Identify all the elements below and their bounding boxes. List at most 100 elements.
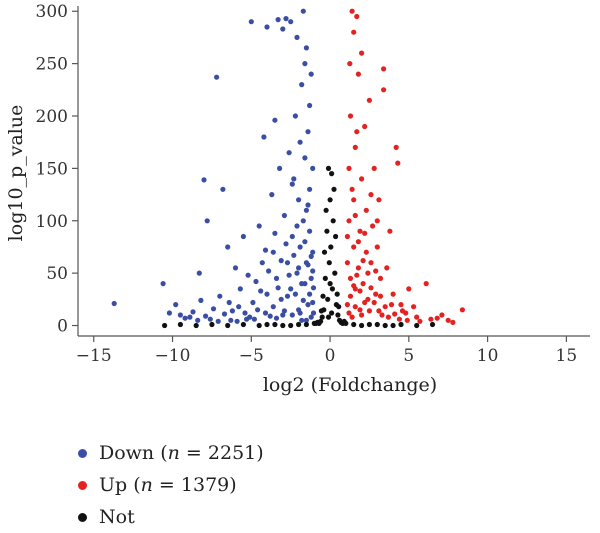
data-point [406,286,412,292]
data-point [225,244,231,250]
data-point [267,313,273,319]
data-point [305,129,311,135]
data-point [217,293,223,299]
data-point [280,322,286,329]
data-point [307,186,313,192]
data-point [346,218,352,224]
data-point [363,249,369,255]
data-point [220,186,226,192]
data-point [237,286,243,292]
data-point [278,258,284,264]
data-point [368,192,374,198]
data-point [359,322,365,329]
data-point [236,304,242,310]
data-point [326,260,332,266]
data-point [398,302,404,308]
data-point [240,321,246,328]
y-tick-label: 250 [36,55,68,75]
data-point [292,113,298,119]
data-point [300,218,306,224]
data-point [308,275,314,281]
data-point [327,197,333,203]
data-point [459,307,465,313]
data-point [261,134,267,140]
data-point [162,322,168,329]
data-point [214,74,220,80]
data-point [299,317,305,323]
data-point [111,300,117,307]
data-point [296,321,302,328]
data-point [349,186,355,192]
data-point [201,177,207,183]
data-point [272,117,278,123]
legend-item-up: Up (n = 1379) [78,469,264,501]
data-point [247,314,253,320]
data-point [357,228,363,234]
data-point [297,244,303,250]
data-point [187,314,193,320]
x-tick-label: −5 [239,346,264,366]
data-point [281,212,287,219]
data-point [411,304,417,310]
data-point [196,270,202,276]
data-point [310,310,317,316]
data-point [207,316,213,322]
data-point [351,321,357,328]
data-point [384,265,390,271]
data-point [297,139,303,145]
data-point [173,302,179,308]
data-point [390,291,396,297]
data-point [349,314,355,320]
legend-label-not: Not [99,506,135,528]
data-point [365,296,371,302]
data-point [253,278,259,285]
data-point [434,315,440,321]
data-point [288,322,294,329]
data-point [229,308,235,314]
data-point [351,29,357,35]
x-tick-label: −10 [155,346,191,366]
data-point [428,316,434,322]
data-point [270,304,276,310]
data-point [303,45,309,51]
data-point [331,186,337,192]
data-point [445,317,451,323]
points-layer [111,8,465,329]
data-point [365,270,371,276]
data-point [319,314,325,320]
data-point [308,71,314,77]
data-point [354,272,360,278]
data-point [351,197,357,203]
data-point [289,312,295,318]
data-point [336,304,342,310]
data-point [344,260,350,266]
data-point [377,293,384,299]
data-point [362,299,368,306]
data-point [307,291,313,297]
data-point [399,308,406,314]
data-point [195,317,201,323]
data-point [347,275,354,281]
data-point [357,307,363,313]
data-point [321,249,328,255]
data-point [360,281,366,287]
legend-marker-not [78,512,87,522]
data-point [347,293,354,299]
data-point [359,312,365,318]
data-point [362,230,368,236]
data-point [273,315,280,321]
data-point [381,66,387,72]
data-point [264,24,270,30]
data-point [359,176,365,182]
data-point [232,265,239,271]
data-point [255,307,261,313]
data-point [334,291,340,297]
data-point [370,223,376,229]
data-point [390,322,396,329]
data-point [388,302,395,308]
data-point [303,317,309,323]
data-point [374,244,380,250]
x-tick-label: 5 [403,346,414,366]
